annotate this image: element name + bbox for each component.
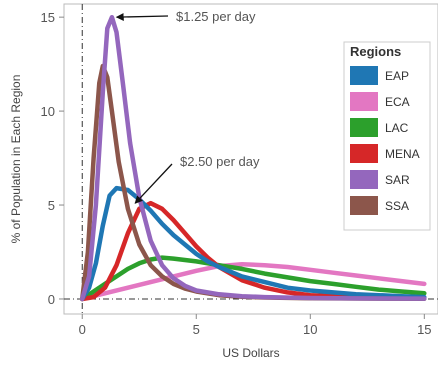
annotation-250-arrow <box>134 163 173 204</box>
legend-label-sar: SAR <box>385 173 410 187</box>
y-tick-label: 5 <box>48 198 55 213</box>
x-tick-label: 10 <box>303 322 317 337</box>
legend-swatch-sar <box>350 170 378 189</box>
legend-swatch-eap <box>350 66 378 85</box>
series-line-eca <box>79 261 427 302</box>
y-axis-title: % of Population in Each Region <box>9 75 23 244</box>
legend-swatch-eca <box>350 92 378 111</box>
x-tick-label: 5 <box>193 322 200 337</box>
axes: 0 5 10 15 0 5 10 15 <box>41 10 432 337</box>
y-tick-label: 0 <box>48 292 55 307</box>
legend-swatch-lac <box>350 118 378 137</box>
series-layer <box>79 14 427 302</box>
legend: Regions EAP ECA LAC MENA SAR SSA <box>343 41 431 231</box>
annotations: $1.25 per day $2.50 per day <box>115 9 260 204</box>
legend-label-eca: ECA <box>385 95 410 109</box>
legend-swatch-ssa <box>350 196 378 215</box>
annotation-250-label: $2.50 per day <box>180 154 260 169</box>
y-tick-label: 15 <box>41 10 55 25</box>
annotation-125-arrow <box>115 12 169 21</box>
legend-label-mena: MENA <box>385 147 420 161</box>
y-tick-label: 10 <box>41 104 55 119</box>
legend-title: Regions <box>350 44 401 59</box>
series-line-sar <box>79 14 427 302</box>
x-tick-label: 15 <box>417 322 431 337</box>
x-tick-label: 0 <box>79 322 86 337</box>
annotation-125-label: $1.25 per day <box>176 9 256 24</box>
x-axis-title: US Dollars <box>222 346 279 360</box>
legend-swatch-mena <box>350 144 378 163</box>
series-line-mena <box>79 200 427 302</box>
legend-label-lac: LAC <box>385 121 409 135</box>
legend-label-ssa: SSA <box>385 199 409 213</box>
series-line-eap <box>79 185 427 302</box>
legend-label-eap: EAP <box>385 69 409 83</box>
